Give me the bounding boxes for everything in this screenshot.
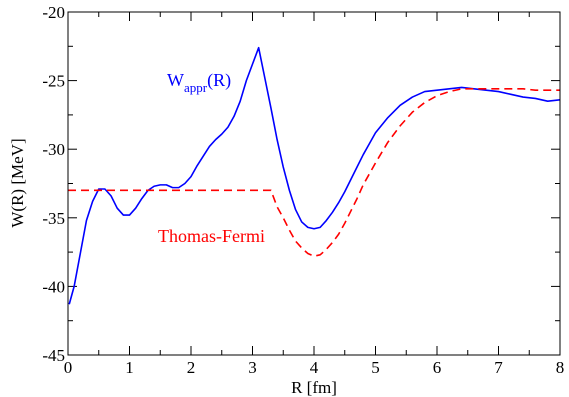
series-label-w-appr-sub: appr <box>184 80 208 95</box>
x-tick-label: 8 <box>556 358 565 377</box>
y-tick-label: -30 <box>42 140 65 159</box>
tick-labels: 0 1 2 3 4 5 6 7 8 -45 -40 -35 -30 -25 -20 <box>42 3 564 377</box>
y-axis-label: W(R) [MeV] <box>8 138 27 227</box>
x-tick-label: 1 <box>125 358 134 377</box>
x-tick-label: 0 <box>64 358 73 377</box>
series-label-w-appr-main: W <box>167 70 184 90</box>
x-tick-label: 4 <box>310 358 319 377</box>
y-tick-label: -35 <box>42 209 65 228</box>
series-label-thomas-fermi: Thomas-Fermi <box>158 226 265 246</box>
y-tick-label: -45 <box>42 346 65 365</box>
x-tick-label: 7 <box>494 358 503 377</box>
x-tick-label: 2 <box>187 358 196 377</box>
axis-ticks <box>67 11 561 356</box>
series-label-w-appr-tail: (R) <box>207 70 231 91</box>
y-tick-label: -40 <box>42 277 65 296</box>
plot-frame <box>67 11 561 356</box>
y-tick-label: -25 <box>42 72 65 91</box>
x-tick-label: 5 <box>371 358 380 377</box>
w-appr-line <box>68 46 561 305</box>
x-axis-label: R [fm] <box>291 378 337 397</box>
series-group <box>68 46 561 305</box>
series-label-w-appr: Wappr(R) <box>167 70 231 95</box>
x-tick-label: 3 <box>248 358 257 377</box>
thomas-fermi-line <box>68 88 560 258</box>
y-tick-label: -20 <box>42 3 65 22</box>
x-tick-label: 6 <box>433 358 442 377</box>
